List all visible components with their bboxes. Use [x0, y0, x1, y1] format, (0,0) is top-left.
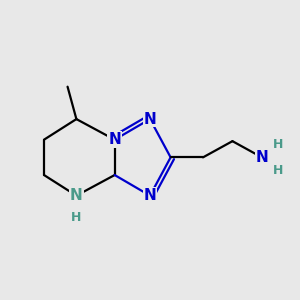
Text: N: N — [108, 132, 121, 147]
Text: N: N — [144, 112, 156, 127]
Text: N: N — [144, 188, 156, 203]
Text: N: N — [256, 150, 268, 165]
Text: H: H — [71, 211, 82, 224]
Text: H: H — [273, 138, 283, 151]
Text: N: N — [70, 188, 83, 203]
Text: H: H — [273, 164, 283, 177]
